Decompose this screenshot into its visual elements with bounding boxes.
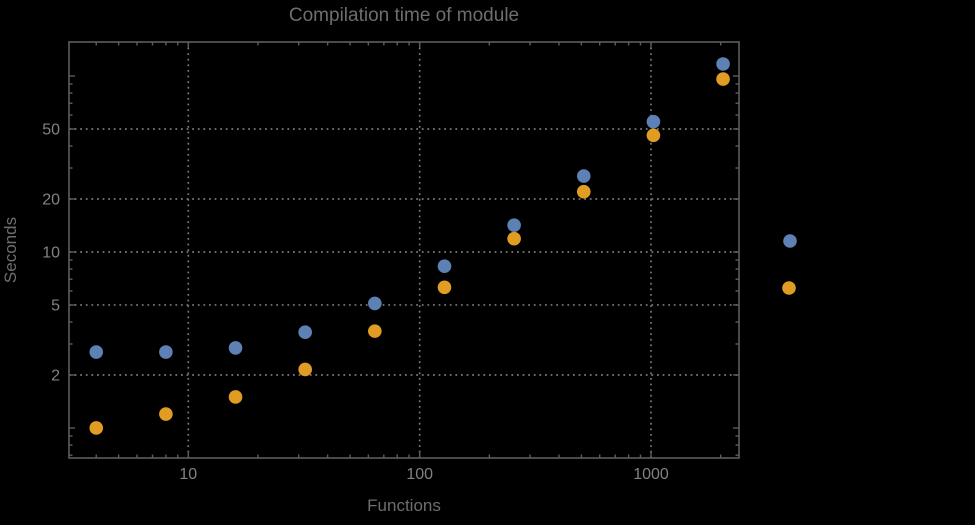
data-point-series-2-orange — [368, 324, 382, 338]
data-point-series-2-orange — [298, 362, 312, 377]
y-axis-label: Seconds — [1, 216, 20, 284]
legend-marker-1 — [783, 234, 797, 248]
y-tick-label: 20 — [42, 191, 60, 208]
data-point-series-2-orange — [89, 421, 104, 435]
data-point-series-2-orange — [507, 231, 521, 246]
y-tick-label: 10 — [42, 244, 60, 261]
data-point-series-1-blue — [576, 169, 591, 183]
x-tick-label: 100 — [406, 466, 433, 483]
legend-marker-2 — [782, 281, 796, 295]
data-point-series-2-orange — [646, 128, 661, 143]
x-tick-label: 10 — [179, 466, 197, 483]
data-point-series-2-orange — [228, 390, 243, 404]
data-point-series-1-blue — [89, 345, 104, 359]
data-point-series-1-blue — [646, 114, 661, 129]
data-point-series-1-blue — [368, 296, 382, 311]
data-point-series-1-blue — [437, 259, 452, 274]
y-tick-label: 2 — [51, 367, 60, 384]
x-axis-label: Functions — [367, 496, 441, 515]
data-point-series-1-blue — [228, 341, 243, 355]
data-point-series-1-blue — [298, 325, 312, 340]
plot-frame — [68, 41, 740, 459]
x-tick-label: 1000 — [633, 466, 669, 483]
y-tick-label: 5 — [51, 297, 60, 314]
data-point-series-1-blue — [159, 345, 173, 359]
data-point-series-1-blue — [716, 57, 730, 71]
data-point-series-2-orange — [716, 72, 730, 86]
chart-title: Compilation time of module — [288, 5, 520, 26]
data-point-series-2-orange — [437, 280, 452, 295]
data-point-series-1-blue — [507, 218, 521, 232]
y-tick-label: 50 — [42, 121, 60, 138]
data-point-series-2-orange — [159, 407, 173, 421]
data-point-series-2-orange — [576, 184, 591, 199]
